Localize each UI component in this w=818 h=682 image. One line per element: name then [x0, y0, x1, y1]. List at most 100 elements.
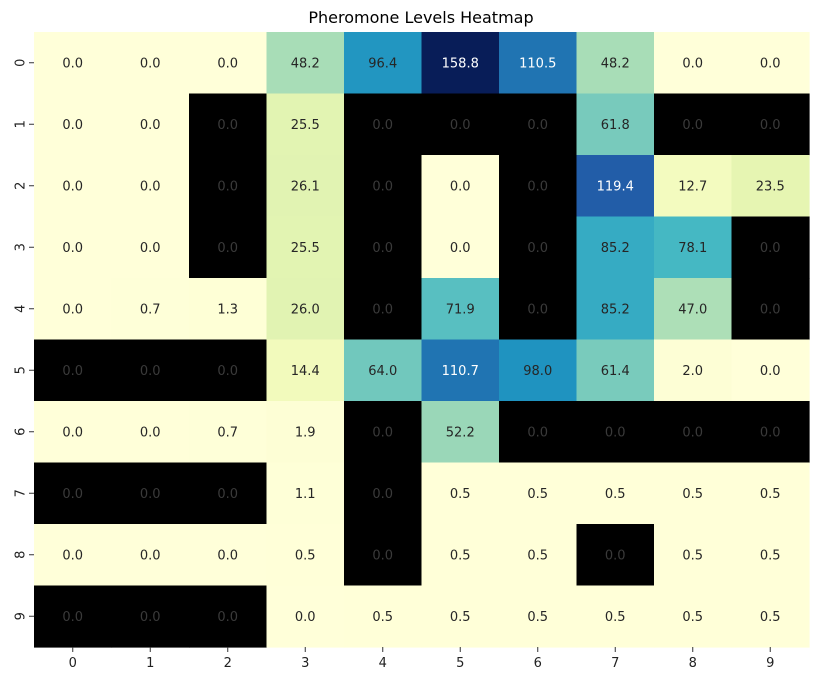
cell-value-label: 0.0 — [140, 56, 161, 71]
heatmap-cell — [266, 93, 345, 156]
heatmap-cell — [111, 339, 190, 402]
cell-value-label: 71.9 — [446, 302, 475, 317]
heatmap-cell — [344, 585, 423, 648]
cell-value-label: 0.0 — [62, 487, 83, 502]
heatmap-cell — [344, 339, 423, 402]
cell-value-label: 25.5 — [291, 118, 320, 133]
heatmap-cell — [731, 93, 810, 156]
cell-value-label: 0.0 — [682, 118, 703, 133]
x-tick-label: 7 — [611, 656, 619, 671]
cell-value-label: 119.4 — [597, 179, 634, 194]
y-tick-label: 9 — [14, 612, 29, 620]
cell-value-label: 0.0 — [527, 118, 548, 133]
heatmap-cell — [189, 339, 268, 402]
x-tick-label: 5 — [456, 656, 464, 671]
cell-value-label: 0.0 — [682, 425, 703, 440]
cell-value-label: 0.0 — [760, 56, 781, 71]
heatmap-cell — [111, 216, 190, 279]
cell-value-label: 0.0 — [372, 179, 393, 194]
cell-value-label: 0.0 — [217, 487, 238, 502]
x-tick-label: 1 — [146, 656, 154, 671]
heatmap-cell — [576, 401, 655, 464]
cell-value-label: 85.2 — [601, 241, 630, 256]
x-tick-label: 4 — [379, 656, 387, 671]
cell-value-label: 0.0 — [372, 548, 393, 563]
heatmap-cell — [654, 32, 733, 95]
cell-value-label: 0.0 — [372, 118, 393, 133]
cell-value-label: 0.0 — [140, 610, 161, 625]
cell-value-label: 0.0 — [450, 118, 471, 133]
y-tick-label: 0 — [14, 59, 29, 67]
cell-value-label: 0.0 — [140, 364, 161, 379]
heatmap-cell — [34, 155, 113, 218]
cell-value-label: 0.5 — [372, 610, 393, 625]
heatmap-cell — [111, 462, 190, 525]
cell-value-label: 0.5 — [760, 548, 781, 563]
cell-value-label: 96.4 — [368, 56, 397, 71]
heatmap-cell — [499, 93, 578, 156]
cell-value-label: 0.7 — [140, 302, 161, 317]
cell-value-label: 0.0 — [62, 179, 83, 194]
heatmap-cell — [344, 155, 423, 218]
cell-value-label: 0.5 — [682, 548, 703, 563]
heatmap-cell — [266, 585, 345, 648]
cell-value-label: 48.2 — [291, 56, 320, 71]
heatmap-cell — [654, 155, 733, 218]
y-tick-label: 6 — [14, 428, 29, 436]
heatmap-cell — [576, 32, 655, 95]
cell-value-label: 0.5 — [450, 610, 471, 625]
cell-value-label: 47.0 — [678, 302, 707, 317]
cell-value-label: 0.0 — [527, 241, 548, 256]
heatmap-cell — [266, 32, 345, 95]
cell-value-label: 0.0 — [450, 179, 471, 194]
cell-value-label: 0.5 — [760, 487, 781, 502]
heatmap-cell — [189, 585, 268, 648]
heatmap-cell — [34, 216, 113, 279]
cell-value-label: 0.0 — [682, 56, 703, 71]
y-tick-label: 4 — [14, 305, 29, 313]
heatmap-cell — [654, 585, 733, 648]
cell-value-label: 0.0 — [217, 548, 238, 563]
cell-value-label: 0.0 — [62, 364, 83, 379]
heatmap-cell — [266, 278, 345, 341]
y-tick-label: 3 — [14, 243, 29, 251]
heatmap-cell — [111, 401, 190, 464]
heatmap-cell — [189, 401, 268, 464]
cell-value-label: 0.0 — [217, 364, 238, 379]
cell-value-labels: 0.0 0.0 0.0 48.2 96.4 158.8 110.5 48.2 0.0 0.0 0.0… — [62, 56, 784, 625]
heatmap-cell — [654, 462, 733, 525]
cell-value-label: 23.5 — [756, 179, 785, 194]
y-tick-label: 5 — [14, 366, 29, 374]
cell-value-label: 0.5 — [527, 487, 548, 502]
heatmap-cell — [266, 339, 345, 402]
heatmap-cell — [344, 216, 423, 279]
cell-value-label: 0.0 — [760, 302, 781, 317]
cell-value-label: 0.0 — [140, 425, 161, 440]
heatmap-cell — [189, 462, 268, 525]
heatmap-cell — [731, 339, 810, 402]
cell-value-label: 0.0 — [62, 610, 83, 625]
cell-value-label: 0.5 — [605, 487, 626, 502]
heatmap-cell — [421, 462, 500, 525]
heatmap-cell — [499, 216, 578, 279]
cell-value-label: 12.7 — [678, 179, 707, 194]
heatmap-cell — [344, 278, 423, 341]
cell-value-label: 61.4 — [601, 364, 630, 379]
cell-value-label: 2.0 — [682, 364, 703, 379]
heatmap-cell — [111, 278, 190, 341]
cell-value-label: 0.0 — [140, 487, 161, 502]
heatmap-cell — [344, 32, 423, 95]
x-tick-label: 2 — [224, 656, 232, 671]
x-tick-label: 6 — [534, 656, 542, 671]
cell-value-label: 48.2 — [601, 56, 630, 71]
cell-value-label: 0.5 — [605, 610, 626, 625]
heatmap-cell — [654, 524, 733, 587]
heatmap-cell — [344, 462, 423, 525]
heatmap-cell — [731, 585, 810, 648]
y-tick-label: 1 — [14, 120, 29, 128]
heatmap-cell — [421, 93, 500, 156]
cell-value-label: 0.0 — [217, 118, 238, 133]
cell-value-label: 0.0 — [217, 610, 238, 625]
cell-value-label: 0.0 — [372, 302, 393, 317]
